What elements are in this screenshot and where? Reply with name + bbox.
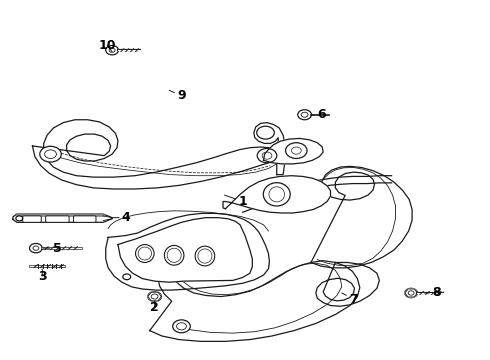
Circle shape: [151, 294, 158, 299]
Polygon shape: [254, 123, 285, 175]
Circle shape: [106, 45, 119, 55]
Text: 9: 9: [169, 89, 186, 102]
Polygon shape: [13, 214, 112, 222]
Polygon shape: [223, 176, 331, 213]
Circle shape: [45, 150, 56, 158]
Text: 8: 8: [424, 287, 441, 300]
Text: 6: 6: [312, 108, 325, 121]
Ellipse shape: [263, 183, 290, 206]
Text: 10: 10: [98, 39, 116, 52]
Circle shape: [408, 291, 414, 295]
Ellipse shape: [136, 244, 154, 262]
Text: 1: 1: [224, 195, 247, 208]
Text: 3: 3: [38, 269, 47, 283]
Ellipse shape: [195, 246, 215, 266]
Text: 4: 4: [112, 211, 131, 224]
Circle shape: [16, 216, 23, 221]
Polygon shape: [148, 292, 161, 301]
FancyBboxPatch shape: [74, 216, 96, 222]
Ellipse shape: [167, 248, 181, 262]
Circle shape: [298, 110, 312, 120]
Circle shape: [151, 294, 158, 299]
Polygon shape: [316, 262, 379, 306]
Circle shape: [257, 126, 274, 139]
Polygon shape: [32, 120, 280, 189]
Ellipse shape: [164, 246, 184, 265]
Polygon shape: [118, 218, 252, 282]
Polygon shape: [264, 138, 323, 164]
FancyBboxPatch shape: [46, 216, 69, 222]
FancyBboxPatch shape: [23, 216, 41, 222]
Circle shape: [29, 243, 42, 253]
Text: 7: 7: [342, 293, 358, 306]
Circle shape: [405, 288, 417, 298]
Circle shape: [257, 148, 277, 163]
Ellipse shape: [198, 249, 212, 263]
Circle shape: [33, 246, 39, 250]
Text: 5: 5: [43, 242, 61, 255]
Text: 2: 2: [150, 301, 159, 314]
Polygon shape: [150, 239, 360, 341]
Polygon shape: [106, 213, 270, 290]
Circle shape: [292, 147, 301, 154]
Circle shape: [123, 274, 131, 280]
Ellipse shape: [269, 187, 285, 202]
Ellipse shape: [138, 247, 151, 260]
Polygon shape: [311, 166, 412, 268]
Circle shape: [262, 152, 272, 159]
Polygon shape: [405, 289, 417, 297]
Circle shape: [286, 143, 307, 158]
Circle shape: [176, 323, 186, 330]
Circle shape: [40, 146, 61, 162]
Circle shape: [109, 48, 115, 52]
Circle shape: [148, 292, 161, 302]
Circle shape: [172, 320, 190, 333]
Circle shape: [408, 291, 414, 295]
Circle shape: [301, 112, 308, 117]
